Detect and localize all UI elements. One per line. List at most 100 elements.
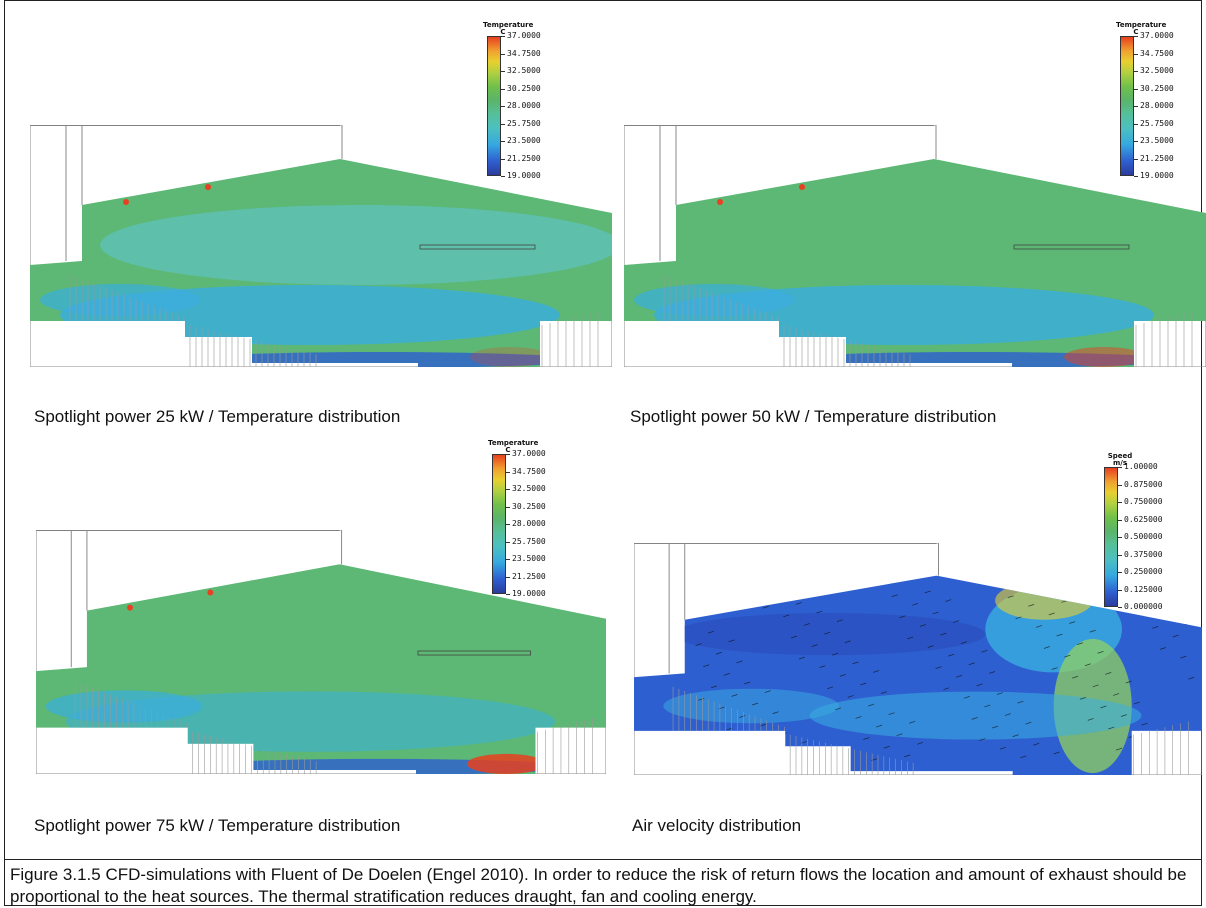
legend-tick: [1134, 123, 1138, 125]
velocity-vector: [816, 610, 823, 614]
legend-tick-label: 23.5000: [1140, 136, 1174, 145]
velocity-vector: [883, 745, 890, 749]
legend-tick-label: 23.5000: [507, 136, 541, 145]
legend-tick: [1134, 88, 1138, 90]
ceiling-line: [634, 543, 937, 544]
velocity-vector: [927, 645, 934, 648]
velocity-vector: [1007, 595, 1014, 599]
legend-tick-label: 0.375000: [1124, 549, 1163, 559]
velocity-vector: [981, 650, 988, 653]
legend-tick-label: 19.0000: [507, 171, 541, 180]
spotlight-2: [799, 184, 805, 190]
velocity-vector: [1089, 629, 1096, 633]
legend-tick-label: 32.5000: [1140, 66, 1174, 75]
flow-field: [624, 159, 1206, 367]
legend-tick: [501, 123, 505, 125]
legend-tick: [506, 576, 510, 578]
velocity-vector: [932, 611, 939, 615]
velocity-vector: [839, 673, 846, 677]
caption-panel-1: Spotlight power 25 kW / Temperature dist…: [34, 407, 401, 426]
temperature-colorbar: [487, 36, 501, 176]
legend-tick-label: 0.250000: [1124, 567, 1163, 576]
field-mid: [694, 205, 1206, 285]
velocity-vector: [783, 614, 790, 618]
velocity-vector: [795, 602, 802, 605]
velocity-vector: [1123, 596, 1130, 599]
spotlight-1: [123, 199, 129, 205]
velocity-vector: [723, 673, 730, 676]
field-stalls: [634, 284, 794, 316]
legend-tick: [506, 471, 510, 473]
velocity-vector: [1120, 714, 1127, 717]
legend-tick: [501, 106, 505, 107]
caption-panel-4: Air velocity distribution: [632, 816, 802, 835]
legend-tick-label: 30.2500: [512, 501, 546, 511]
velocity-vector: [896, 733, 903, 737]
velocity-vector: [984, 704, 991, 708]
legend-tick-label: 25.7500: [507, 118, 541, 128]
legend-tick-label: 28.0000: [1140, 101, 1174, 110]
velocity-vector: [1097, 650, 1104, 654]
legend-tick-label: 34.7500: [512, 466, 546, 476]
field-band: [673, 612, 986, 656]
velocity-vector: [940, 632, 947, 636]
legend-tick-label: 0.625000: [1124, 514, 1163, 524]
velocity-vector: [996, 692, 1004, 695]
legend-tick-label: 19.0000: [512, 589, 546, 598]
velocity-vector: [1053, 751, 1060, 755]
temperature-colorbar: [492, 454, 506, 594]
legend-tick-label: 25.7500: [1140, 118, 1174, 128]
velocity-vector: [791, 635, 798, 639]
velocity-vector: [1069, 621, 1076, 624]
velocity-vector: [1159, 647, 1167, 650]
velocity-vector: [1025, 721, 1032, 725]
field-stalls: [40, 284, 200, 316]
velocity-vector: [767, 744, 774, 748]
caption-panel-3: Spotlight power 75 kW / Temperature dist…: [34, 816, 401, 835]
velocity-vector: [824, 631, 831, 635]
velocity-vector: [739, 715, 746, 718]
velocity-vector: [836, 619, 843, 622]
velocity-vector: [1141, 722, 1148, 726]
velocity-vector: [1035, 625, 1043, 628]
velocity-vector: [960, 641, 967, 645]
velocity-vector: [899, 615, 906, 619]
velocity-vector: [1125, 680, 1132, 684]
velocity-vector: [935, 666, 942, 669]
legend-tick: [501, 176, 505, 177]
cfd-panel-velocity: [634, 543, 1202, 775]
velocity-vector: [1115, 747, 1123, 751]
velocity-vector: [888, 712, 895, 715]
velocity-vector: [1064, 654, 1071, 658]
velocity-vector: [798, 656, 805, 660]
legend-tick-label: 0.875000: [1124, 479, 1163, 489]
velocity-vector: [831, 652, 839, 656]
velocity-vector: [1100, 705, 1107, 709]
field-mid: [104, 610, 606, 692]
velocity-vector: [860, 682, 867, 686]
velocity-vector: [834, 707, 842, 711]
velocity-vector: [698, 697, 705, 701]
velocity-vector: [1105, 672, 1112, 675]
velocity-vector: [764, 690, 771, 693]
velocity-vector: [692, 588, 699, 592]
temperature-colorbar: [1120, 36, 1134, 176]
field-exhaust: [470, 347, 550, 367]
legend-tick: [1118, 484, 1122, 486]
legend-tick-label: 37.0000: [507, 31, 541, 40]
velocity-vector: [772, 711, 779, 715]
velocity-vector: [916, 742, 924, 745]
legend-tick: [1118, 467, 1122, 468]
velocity-vector: [1149, 743, 1156, 747]
legend-tick-label: 34.7500: [1140, 48, 1174, 58]
spotlight-1: [717, 199, 723, 205]
velocity-vector: [731, 694, 738, 697]
velocity-vector: [1108, 726, 1115, 730]
velocity-vector: [1043, 646, 1050, 649]
velocity-vector: [948, 653, 955, 657]
spotlight-2: [207, 589, 214, 596]
legend-tick-label: 21.2500: [507, 153, 541, 163]
speed-colorbar: [1104, 467, 1118, 607]
velocity-vector: [762, 605, 769, 609]
velocity-vector: [1028, 603, 1035, 607]
